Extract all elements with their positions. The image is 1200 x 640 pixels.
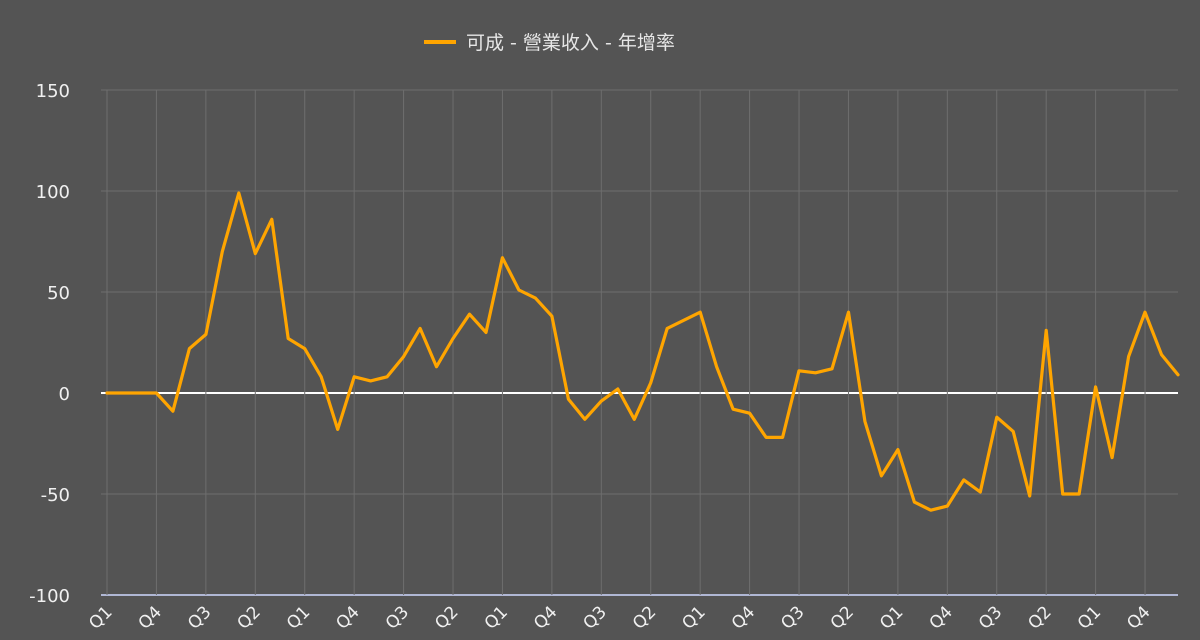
x-tick-label: Q2 xyxy=(234,602,265,633)
x-tick-label: Q4 xyxy=(926,602,957,633)
x-tick-label: Q1 xyxy=(85,602,116,633)
series-line xyxy=(105,191,1180,512)
x-tick-label: Q3 xyxy=(975,602,1006,633)
y-tick-label: 50 xyxy=(47,283,70,304)
series-layer xyxy=(105,191,1180,512)
x-tick-label: Q1 xyxy=(283,602,314,633)
x-tick-label: Q4 xyxy=(728,602,759,633)
x-tick-label: Q3 xyxy=(580,602,611,633)
legend: 可成 - 營業收入 - 年增率 xyxy=(424,32,675,54)
y-tick-label: 150 xyxy=(36,81,70,102)
x-tick-label: Q1 xyxy=(1074,602,1105,633)
x-tick-label: Q4 xyxy=(332,602,363,633)
y-tick-label: -50 xyxy=(41,485,70,506)
y-tick-label: 0 xyxy=(59,384,70,405)
x-tick-label: Q1 xyxy=(876,602,907,633)
grid xyxy=(101,89,1178,596)
x-tick-label: Q4 xyxy=(135,602,166,633)
x-tick-label: Q4 xyxy=(530,602,561,633)
x-tick-label: Q3 xyxy=(777,602,808,633)
x-tick-label: Q3 xyxy=(184,602,215,633)
x-tick-label: Q2 xyxy=(827,602,858,633)
x-tick-label: Q4 xyxy=(1123,602,1154,633)
y-tick-label: 100 xyxy=(36,182,70,203)
x-tick-label: Q1 xyxy=(481,602,512,633)
legend-label: 可成 - 營業收入 - 年增率 xyxy=(466,32,675,54)
y-tick-label: -100 xyxy=(29,586,70,607)
axes: 150 100 50 0 -50 -100 Q1 Q4 Q3 Q2 Q1 Q4 Q3 Q2 Q1 Q4 Q3 Q2… xyxy=(29,81,1154,634)
x-tick-label: Q2 xyxy=(431,602,462,633)
x-tick-label: Q2 xyxy=(1024,602,1055,633)
x-tick-label: Q3 xyxy=(382,602,413,633)
x-tick-label: Q1 xyxy=(678,602,709,633)
x-tick-label: Q2 xyxy=(629,602,660,633)
